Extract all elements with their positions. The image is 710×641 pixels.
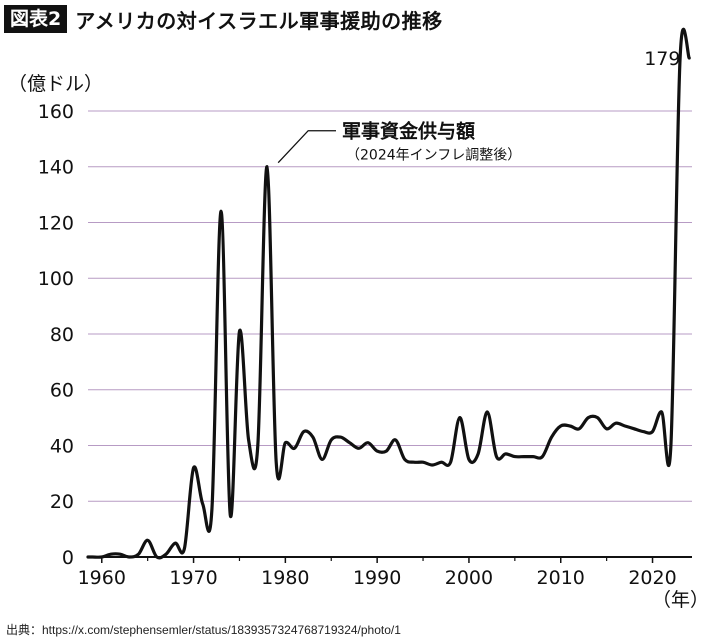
x-tick-label: 1970 [169, 567, 217, 589]
series-line-military-aid [86, 27, 691, 560]
x-tick-label: 2000 [445, 567, 493, 589]
x-tick-label: 2020 [628, 567, 676, 589]
series-annotation-name: 軍事資金供与額 [342, 120, 475, 143]
y-tick-label: 80 [50, 324, 74, 346]
figure-label: 図表2 [4, 5, 68, 33]
y-tick-label: 0 [62, 547, 74, 569]
y-tick-label: 60 [50, 380, 74, 402]
source-note: 出典：https://x.com/stephensemler/status/18… [6, 623, 401, 637]
y-tick-label: 140 [38, 157, 74, 179]
series-annotation-subtitle: （2024年インフレ調整後） [346, 148, 521, 164]
end-value-label: 179 [644, 48, 680, 70]
gridlines [88, 110, 692, 502]
y-axis-label: （億ドル） [8, 73, 103, 95]
chart-header: 図表2 アメリカの対イスラエル軍事援助の推移 [4, 4, 443, 34]
y-tick-label: 100 [38, 268, 74, 290]
y-tick-label: 40 [50, 435, 74, 457]
series-annotation-leader [277, 130, 336, 164]
y-tick-label: 160 [38, 101, 74, 123]
y-tick-label: 120 [38, 212, 74, 234]
x-tick-label: 2010 [537, 567, 585, 589]
y-axis-ticks: 0 20 40 60 80 100 120 140 160 [38, 101, 74, 569]
x-tick-label: 1960 [78, 567, 126, 589]
x-tick-label: 1980 [261, 567, 309, 589]
x-axis-label: （年） [652, 589, 709, 611]
y-tick-label: 20 [50, 491, 74, 513]
x-axis-ticks: 1960 1970 1980 1990 2000 2010 2020 [78, 557, 677, 589]
chart-title: アメリカの対イスラエル軍事援助の推移 [75, 8, 443, 33]
x-tick-label: 1990 [353, 567, 401, 589]
